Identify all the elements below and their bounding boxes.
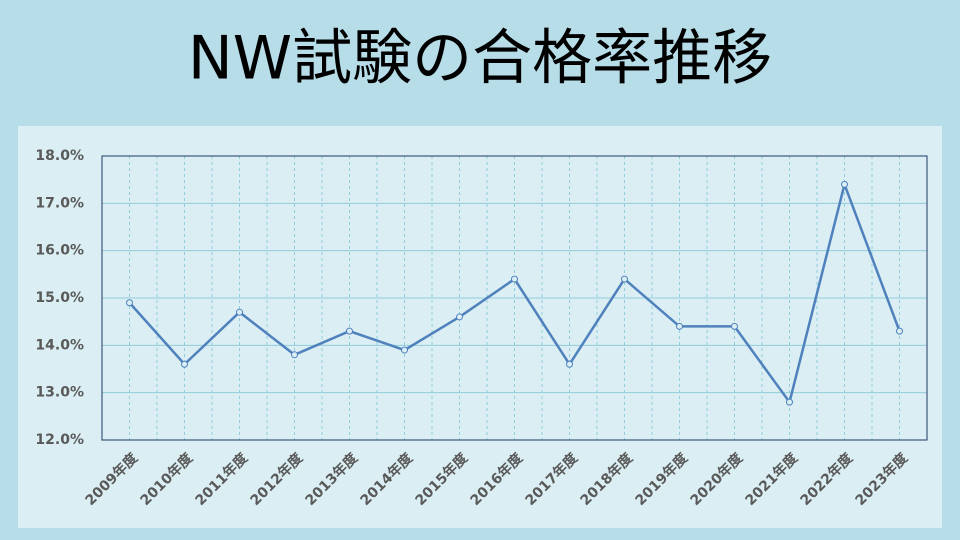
y-tick-label: 16.0% [35, 243, 84, 259]
data-point [291, 351, 298, 359]
chart-panel [18, 126, 942, 528]
data-point [566, 360, 573, 368]
data-point [126, 299, 133, 307]
data-point [896, 327, 903, 335]
data-point [731, 322, 738, 330]
plot-border [101, 155, 928, 441]
data-point [511, 275, 518, 283]
chart-title: NW試験の合格率推移 [188, 24, 772, 94]
y-tick-label: 12.0% [35, 432, 84, 448]
data-point [401, 346, 408, 354]
data-point [456, 313, 463, 321]
data-point [181, 360, 188, 368]
y-tick-label: 13.0% [35, 385, 84, 401]
y-tick-label: 15.0% [35, 290, 84, 306]
data-point [621, 275, 628, 283]
data-point [236, 308, 243, 316]
y-tick-label: 17.0% [35, 195, 84, 211]
data-point [346, 327, 353, 335]
data-point [786, 398, 793, 406]
y-tick-label: 14.0% [35, 337, 84, 353]
data-point [676, 322, 683, 330]
y-tick-label: 18.0% [35, 148, 84, 164]
data-point [841, 180, 848, 188]
